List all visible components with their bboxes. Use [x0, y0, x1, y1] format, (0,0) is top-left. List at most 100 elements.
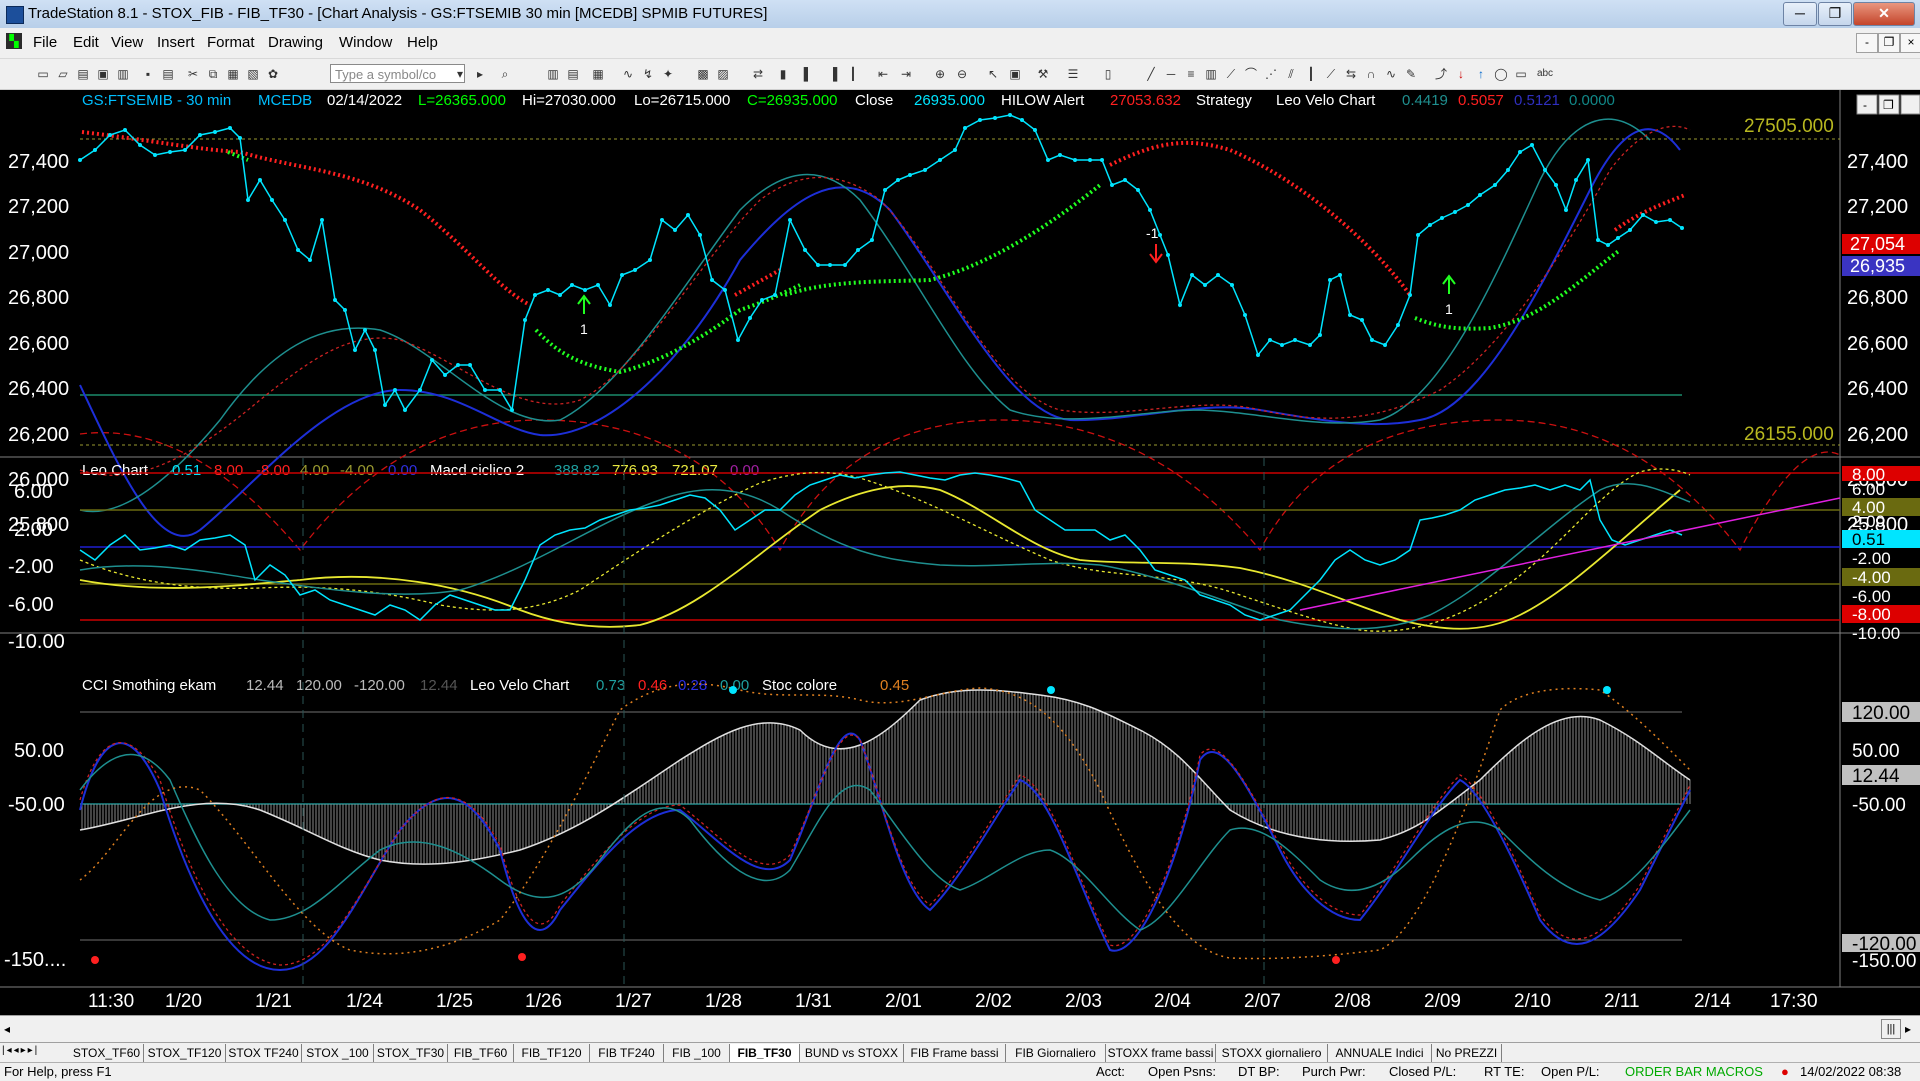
zoom-out-icon[interactable]: ⊖	[956, 67, 968, 81]
insert-indicator-icon[interactable]: ∿	[622, 67, 634, 81]
menu-file[interactable]: File	[33, 34, 58, 51]
cut-icon[interactable]: ✂	[187, 67, 199, 81]
gann-fan-icon[interactable]: ⟋	[1326, 67, 1336, 81]
speedline-icon[interactable]: ⋰	[1265, 67, 1277, 81]
chart-area[interactable]: GS:FTSEMIB - 30 min MCEDB 02/14/2022 L=2…	[0, 90, 1920, 1015]
rectangle-icon[interactable]: ▭	[1515, 67, 1527, 81]
scroll-icon[interactable]: ⇄	[752, 67, 764, 81]
tab-annuale-indici[interactable]: ANNUALE Indici	[1328, 1044, 1432, 1062]
tab-nav-icon[interactable]: |◂◂▸▸|	[2, 1045, 40, 1056]
tab-fib-tf120[interactable]: FIB_TF120	[514, 1044, 590, 1062]
menu-help[interactable]: Help	[407, 34, 438, 51]
chart-type-icon[interactable]: ▮	[779, 67, 787, 81]
freehand-icon[interactable]: ✎	[1405, 67, 1417, 81]
compress-icon[interactable]: ⇤	[877, 67, 889, 81]
cycle-icon[interactable]: ∩	[1366, 67, 1376, 81]
bar-spacing-icon[interactable]: ▐	[828, 67, 838, 81]
new-window-icon[interactable]: ▣	[97, 67, 109, 81]
text-tool-icon[interactable]: abc	[1536, 68, 1554, 79]
tab-stox-tf240[interactable]: STOX TF240	[226, 1044, 302, 1062]
tab-fib-frame-bassi[interactable]: FIB Frame bassi	[904, 1044, 1006, 1062]
down-arrow-icon[interactable]: ↓	[1458, 67, 1464, 81]
scroll-left-icon[interactable]: ◂	[4, 1022, 11, 1036]
menu-window[interactable]: Window	[339, 34, 393, 51]
minimize-button[interactable]: ─	[1783, 2, 1817, 26]
tab-stoxx-giornaliero[interactable]: STOXX giornaliero	[1216, 1044, 1328, 1062]
scroll-right-icon[interactable]: ▸	[1905, 1022, 1912, 1036]
tab-bund-vs-stoxx[interactable]: BUND vs STOXX	[800, 1044, 904, 1062]
pane-restore-button[interactable]	[1878, 94, 1900, 115]
tab-no-prezzi[interactable]: No PREZZI	[1432, 1044, 1502, 1062]
candle-icon[interactable]: ┃	[849, 67, 857, 81]
insert-strategy-icon[interactable]: ↯	[642, 67, 654, 81]
chart-canvas[interactable]: GS:FTSEMIB - 30 min MCEDB 02/14/2022 L=2…	[0, 90, 1920, 1015]
wave-icon[interactable]: ∿	[1385, 67, 1397, 81]
chart-analysis-icon[interactable]: ▥	[547, 67, 559, 81]
paste-icon[interactable]: ▦	[227, 67, 239, 81]
tab-stox-tf30[interactable]: STOX_TF30	[374, 1044, 448, 1062]
symbol-dropdown-icon[interactable]: ▾	[456, 67, 464, 81]
up-arrow-draw-icon[interactable]: ⤴	[1434, 67, 1447, 81]
andrews-icon[interactable]: ⫽	[1288, 67, 1294, 81]
horizontal-scrollbar[interactable]: ◂ ||| ▸	[0, 1015, 1920, 1043]
matrix-icon[interactable]: ▦	[592, 67, 604, 81]
save-icon[interactable]: ▪	[145, 67, 151, 81]
symbol-input[interactable]: Type a symbol/co	[330, 64, 465, 83]
mdi-minimize-button[interactable]: -	[1856, 33, 1878, 53]
restore-button[interactable]: ❐	[1818, 2, 1852, 26]
tab-stox-100[interactable]: STOX _100	[302, 1044, 374, 1062]
mdi-restore-button[interactable]: ❐	[1878, 33, 1900, 53]
tab-stox-tf120[interactable]: STOX_TF120	[144, 1044, 226, 1062]
pane-close-button[interactable]	[1900, 94, 1920, 115]
order-bar-icon[interactable]: ☰	[1067, 67, 1079, 81]
insert-study-icon[interactable]: ✦	[662, 67, 674, 81]
mdi-close-button[interactable]: ×	[1900, 33, 1920, 53]
bar-chart-icon[interactable]: ▌	[803, 67, 813, 81]
tab-stoxx-frame-bassi[interactable]: STOXX frame bassi	[1106, 1044, 1216, 1062]
open-workspace-icon[interactable]: ▤	[77, 67, 89, 81]
find-icon[interactable]: ▧	[247, 67, 259, 81]
fib-retracement-icon[interactable]: ≡	[1187, 67, 1195, 81]
pointer-icon[interactable]: ↖	[987, 67, 999, 81]
up-arrow-icon[interactable]: ↑	[1478, 67, 1484, 81]
regression-icon[interactable]: ⟋	[1226, 67, 1236, 81]
symbol-go-icon[interactable]: ▸	[476, 67, 484, 81]
tab-fib-tf240[interactable]: FIB TF240	[590, 1044, 664, 1062]
format-window-icon[interactable]: ▩	[697, 67, 709, 81]
radar-screen-icon[interactable]: ▤	[567, 67, 579, 81]
close-button[interactable]: ✕	[1853, 2, 1915, 26]
arc-icon[interactable]: ⌒	[1244, 67, 1257, 81]
close-window-icon[interactable]: ▥	[117, 67, 129, 81]
help-icon[interactable]: ▯	[1104, 67, 1112, 81]
scroll-thumb[interactable]: |||	[1881, 1019, 1901, 1039]
tab-fib-tf60[interactable]: FIB_TF60	[448, 1044, 514, 1062]
horizontal-line-icon[interactable]: ─	[1166, 67, 1176, 81]
tab-fib-100[interactable]: FIB _100	[664, 1044, 730, 1062]
vertical-lines-icon[interactable]: ┃	[1307, 67, 1315, 81]
symbol-lookup-icon[interactable]: ⌕	[501, 67, 509, 81]
tab-stox-tf60[interactable]: STOX_TF60	[70, 1044, 144, 1062]
ellipse-icon[interactable]: ◯	[1494, 67, 1508, 81]
zoom-in-icon[interactable]: ⊕	[934, 67, 946, 81]
open-icon[interactable]: ▱	[58, 67, 68, 81]
menu-insert[interactable]: Insert	[157, 34, 195, 51]
pane-minimize-button[interactable]	[1856, 94, 1878, 115]
menu-view[interactable]: View	[111, 34, 144, 51]
settings-icon[interactable]: ✿	[267, 67, 279, 81]
tab-fib-giornaliero[interactable]: FIB Giornaliero	[1006, 1044, 1106, 1062]
tab-fib-tf30[interactable]: FIB_TF30	[730, 1044, 800, 1062]
tools-icon[interactable]: ⚒	[1037, 67, 1049, 81]
expand-icon[interactable]: ⇥	[900, 67, 912, 81]
menu-drawing[interactable]: Drawing	[268, 34, 324, 51]
print-icon[interactable]: ▤	[162, 67, 174, 81]
data-tips-icon[interactable]: ▣	[1009, 67, 1021, 81]
menu-format[interactable]: Format	[207, 34, 255, 51]
time-zone-icon[interactable]: ⇆	[1345, 67, 1357, 81]
new-icon[interactable]: ▭	[37, 67, 49, 81]
price-channel-icon[interactable]: ▥	[1205, 67, 1217, 81]
format-symbol-icon[interactable]: ▨	[717, 67, 729, 81]
menu-edit[interactable]: Edit	[73, 34, 99, 51]
copy-icon[interactable]: ⧉	[208, 67, 218, 81]
status-order-macros[interactable]: ORDER BAR MACROS	[1625, 1064, 1763, 1079]
trendline-icon[interactable]: ╱	[1147, 67, 1155, 81]
